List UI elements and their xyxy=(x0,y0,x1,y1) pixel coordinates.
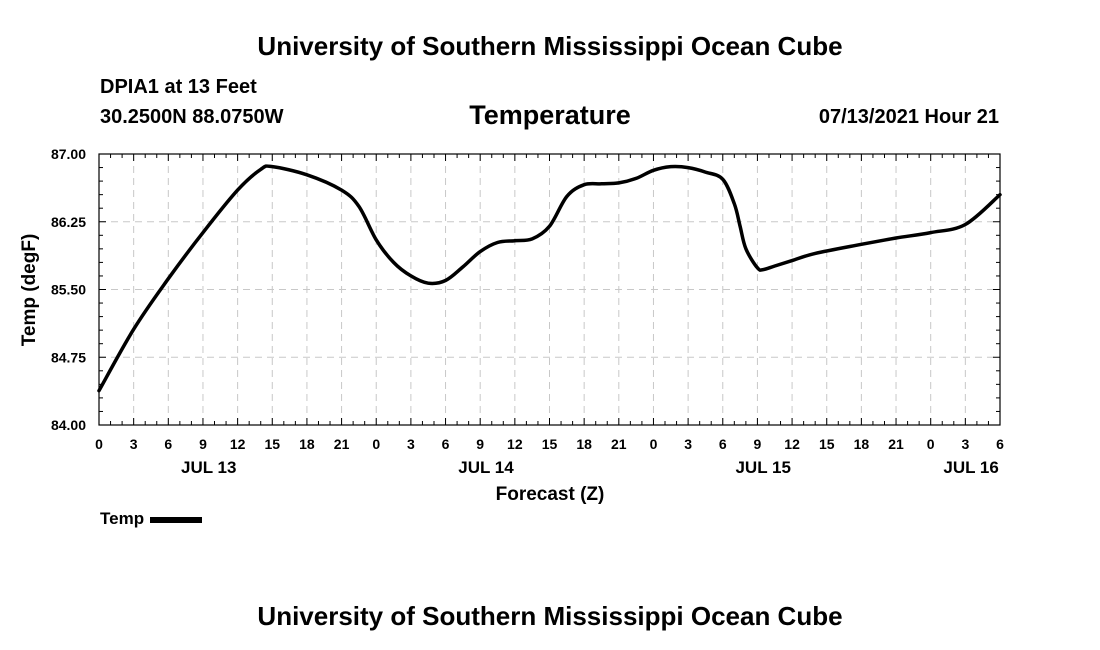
y-axis-label: Temp (degF) xyxy=(19,234,40,347)
day-label: JUL 13 xyxy=(181,458,236,477)
y-tick-label: 84.75 xyxy=(51,349,86,365)
x-tick-label: 6 xyxy=(719,436,727,452)
legend-swatch-temp xyxy=(150,516,203,523)
x-tick-label: 9 xyxy=(754,436,762,452)
x-tick-label: 0 xyxy=(927,436,935,452)
legend-label-temp: Temp xyxy=(100,509,145,528)
x-tick-label: 6 xyxy=(996,436,1004,452)
x-tick-label: 0 xyxy=(372,436,380,452)
x-tick-label: 3 xyxy=(684,436,692,452)
x-tick-label: 6 xyxy=(164,436,172,452)
forecast-datetime: 07/13/2021 Hour 21 xyxy=(818,106,999,128)
temperature-chart: 84.00 84.75 85.50 86.25 87.00 0 3 6 9 12 15 18 21 0 3… xyxy=(19,146,1004,505)
x-tick-label: 21 xyxy=(611,436,627,452)
x-tick-label: 18 xyxy=(854,436,870,452)
x-tick-label: 21 xyxy=(334,436,350,452)
x-tick-label: 0 xyxy=(95,436,103,452)
y-tick-label: 85.50 xyxy=(51,282,86,298)
x-tick-label: 18 xyxy=(299,436,315,452)
y-tick-label: 87.00 xyxy=(51,146,86,162)
x-tick-label: 3 xyxy=(130,436,138,452)
x-tick-label: 0 xyxy=(650,436,658,452)
x-tick-label: 15 xyxy=(264,436,280,452)
x-tick-label: 3 xyxy=(961,436,969,452)
plot-frame xyxy=(98,153,1001,426)
x-tick-label: 9 xyxy=(476,436,484,452)
x-tick-label: 15 xyxy=(819,436,835,452)
x-axis-label: Forecast (Z) xyxy=(496,484,605,505)
x-tick-label: 12 xyxy=(784,436,800,452)
y-tick-label: 84.00 xyxy=(51,417,86,433)
x-tick-label: 12 xyxy=(507,436,523,452)
x-axis-ticks: 0 3 6 9 12 15 18 21 0 3 6 9 12 15 18 21 0 3 6 9 12 15 18 21 0 3 6J… xyxy=(95,154,1004,477)
page-title: University of Southern Mississippi Ocean… xyxy=(257,31,843,61)
station-name: DPIA1 at 13 Feet xyxy=(100,76,257,98)
x-tick-label: 12 xyxy=(230,436,246,452)
x-tick-label: 6 xyxy=(442,436,450,452)
footer-title: University of Southern Mississippi Ocean… xyxy=(257,601,843,631)
day-label: JUL 16 xyxy=(943,458,998,477)
x-tick-label: 3 xyxy=(407,436,415,452)
grid xyxy=(99,154,1000,425)
x-tick-label: 18 xyxy=(576,436,592,452)
x-tick-label: 21 xyxy=(888,436,904,452)
chart-title: Temperature xyxy=(469,100,631,130)
legend: Temp xyxy=(100,509,203,529)
x-tick-label: 15 xyxy=(542,436,558,452)
y-tick-label: 86.25 xyxy=(51,214,86,230)
day-label: JUL 14 xyxy=(458,458,514,477)
x-tick-label: 9 xyxy=(199,436,207,452)
day-label: JUL 15 xyxy=(735,458,790,477)
series-line-temp xyxy=(97,164,1002,393)
station-coords: 30.2500N 88.0750W xyxy=(100,106,284,128)
